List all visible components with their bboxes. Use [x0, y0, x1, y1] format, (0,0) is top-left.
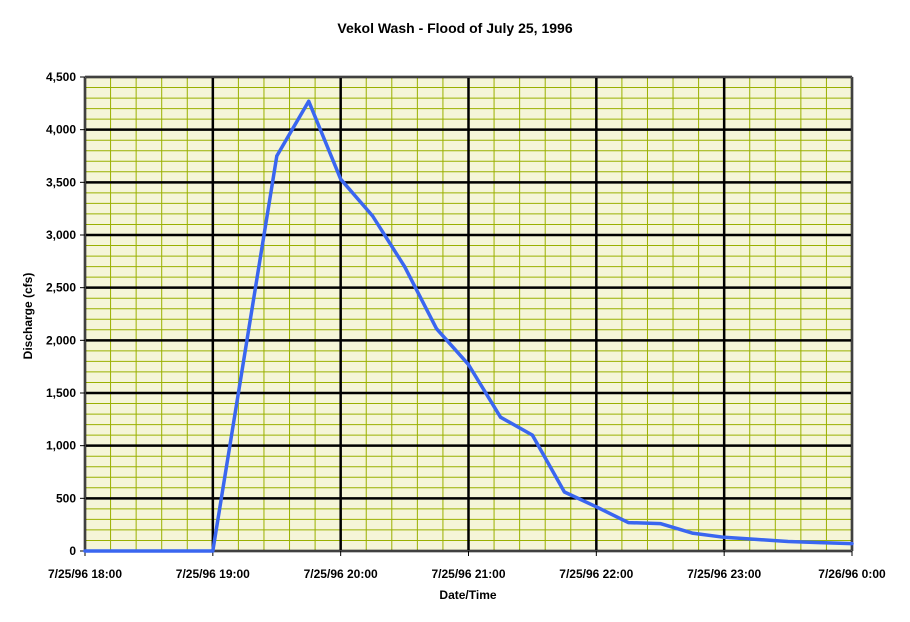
y-tick-label: 4,000	[46, 123, 76, 137]
data-point	[467, 363, 470, 367]
data-point	[339, 177, 343, 181]
y-tick-label: 1,000	[46, 439, 76, 453]
data-point	[786, 540, 790, 544]
y-tick-label: 1,500	[46, 386, 76, 400]
data-point	[83, 549, 87, 553]
data-point	[498, 415, 502, 419]
x-tick-label: 7/25/96 19:00	[176, 567, 250, 581]
y-tick-label: 3,000	[46, 228, 76, 242]
data-point	[658, 522, 662, 526]
data-point	[626, 521, 630, 525]
data-point	[850, 542, 854, 546]
data-point	[754, 537, 758, 541]
data-point	[211, 549, 215, 553]
x-tick-label: 7/25/96 18:00	[48, 567, 122, 581]
x-tick-label: 7/25/96 22:00	[559, 567, 633, 581]
data-point	[818, 541, 822, 545]
data-point	[307, 99, 311, 103]
data-point	[371, 214, 375, 218]
y-tick-label: 500	[56, 491, 76, 505]
data-point	[722, 535, 726, 539]
x-tick-label: 7/25/96 21:00	[431, 567, 505, 581]
x-tick-label: 7/25/96 23:00	[687, 567, 761, 581]
x-tick-label: 7/25/96 20:00	[304, 567, 378, 581]
y-tick-label: 2,000	[46, 333, 76, 347]
series-layer	[83, 99, 854, 553]
data-point	[435, 327, 439, 331]
y-tick-label: 0	[69, 544, 76, 558]
x-axis-ticks: 7/25/96 18:00 7/25/96 19:00 7/25/96 20:00 7…	[48, 551, 886, 581]
chart-title: Vekol Wash - Flood of July 25, 1996	[337, 20, 573, 36]
y-tick-label: 4,500	[46, 70, 76, 84]
data-point	[530, 433, 534, 437]
data-point	[690, 531, 694, 535]
y-axis-title: Discharge (cfs)	[21, 273, 35, 360]
y-tick-label: 3,500	[46, 175, 76, 189]
data-point	[562, 490, 566, 494]
y-axis-ticks: 0 500 1,000 1,500 2,000 2,500 3,000 3,500 4,000 4…	[46, 70, 85, 558]
data-point	[275, 154, 279, 158]
x-tick-label: 7/26/96 0:00	[818, 567, 886, 581]
data-point	[594, 505, 598, 509]
data-point	[403, 265, 407, 269]
y-tick-label: 2,500	[46, 281, 76, 295]
x-axis-title: Date/Time	[439, 588, 496, 602]
